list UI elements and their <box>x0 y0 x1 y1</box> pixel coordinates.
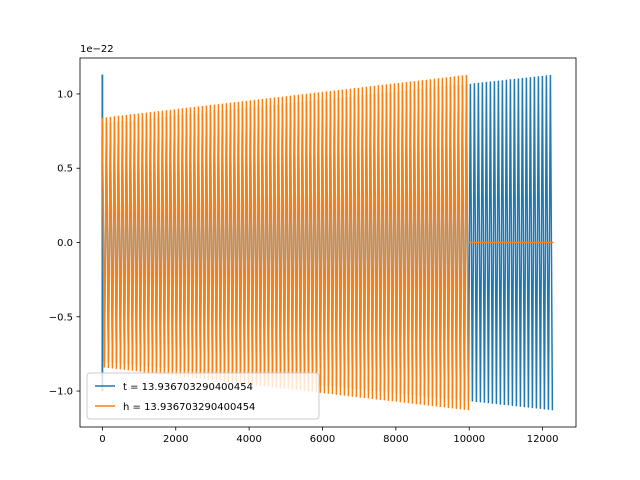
series-h-line <box>101 74 470 411</box>
x-tick-label: 10000 <box>453 434 485 445</box>
y-tick-label: 0.5 <box>57 164 73 175</box>
x-tick-label: 4000 <box>236 434 261 445</box>
series-layer <box>101 74 554 411</box>
x-tick-label: 0 <box>99 434 105 445</box>
y-tick-label: −0.5 <box>49 312 73 323</box>
x-tick-label: 6000 <box>310 434 335 445</box>
y-tick-label: −1.0 <box>49 387 73 398</box>
offset-label: 1e−22 <box>80 44 114 55</box>
x-tick-label: 12000 <box>527 434 559 445</box>
x-tick-label: 2000 <box>163 434 188 445</box>
axes-layer: 0 2000 4000 6000 8000 10000 12000 −1.0 −0.5 0.0 0.… <box>49 57 577 445</box>
y-tick-label: 1.0 <box>57 89 73 100</box>
legend: t = 13.936703290400454 h = 13.93670329040… <box>86 372 320 420</box>
legend-box <box>86 372 320 420</box>
legend-label: h = 13.936703290400454 <box>123 402 255 413</box>
x-tick-label: 8000 <box>383 434 408 445</box>
y-tick-label: 0.0 <box>57 238 73 249</box>
legend-label: t = 13.936703290400454 <box>123 382 253 393</box>
